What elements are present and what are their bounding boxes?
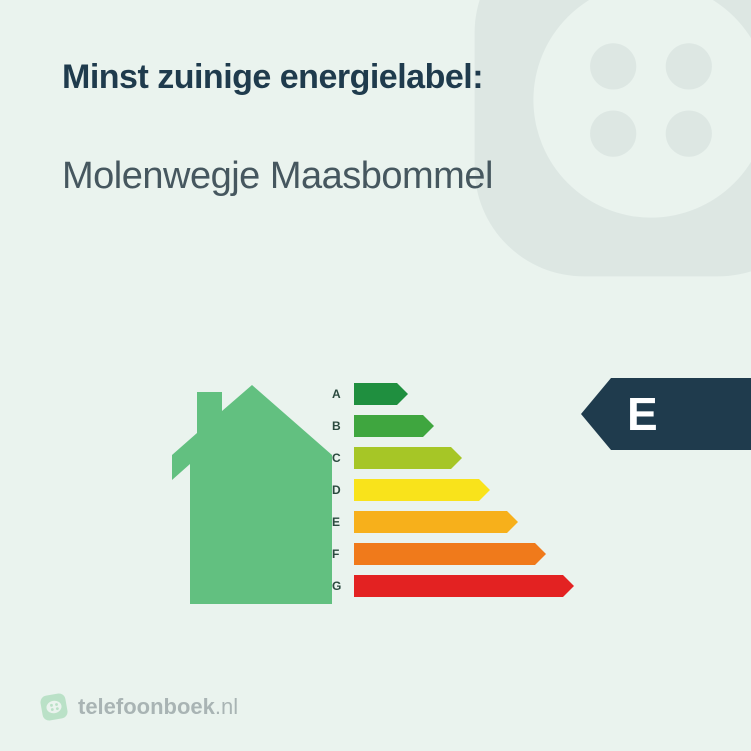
footer-logo-icon <box>40 693 68 721</box>
energy-bars: A B C D E F G <box>332 380 574 604</box>
energy-bar-row: B <box>332 412 574 440</box>
energy-bar <box>354 447 462 469</box>
energy-bar-label: G <box>332 579 350 593</box>
energy-bar-label: B <box>332 419 350 433</box>
energy-bar-label: F <box>332 547 350 561</box>
energy-bar-label: A <box>332 387 350 401</box>
energy-bar <box>354 415 434 437</box>
energy-bar-label: D <box>332 483 350 497</box>
energy-chart: A B C D E F G E <box>0 360 751 620</box>
footer: telefoonboek.nl <box>40 693 238 721</box>
energy-bar-row: D <box>332 476 574 504</box>
footer-ext: .nl <box>215 694 238 719</box>
card-title: Minst zuinige energielabel: <box>62 58 689 97</box>
energy-bar-row: C <box>332 444 574 472</box>
energy-bar <box>354 543 546 565</box>
house-icon <box>172 380 332 600</box>
energy-bar <box>354 479 490 501</box>
energy-bar <box>354 383 408 405</box>
footer-brand: telefoonboek <box>78 694 215 719</box>
footer-text: telefoonboek.nl <box>78 694 238 720</box>
energy-label-card: Minst zuinige energielabel: Molenwegje M… <box>0 0 751 751</box>
card-subtitle: Molenwegje Maasbommel <box>62 155 689 198</box>
energy-bar-row: F <box>332 540 574 568</box>
rating-tag: E <box>581 378 751 450</box>
energy-bar-row: A <box>332 380 574 408</box>
energy-bar <box>354 511 518 533</box>
energy-bar-row: G <box>332 572 574 600</box>
energy-bar <box>354 575 574 597</box>
energy-bar-row: E <box>332 508 574 536</box>
rating-tag-tip <box>581 378 611 450</box>
energy-bar-label: E <box>332 515 350 529</box>
energy-bar-label: C <box>332 451 350 465</box>
rating-letter: E <box>611 378 751 450</box>
